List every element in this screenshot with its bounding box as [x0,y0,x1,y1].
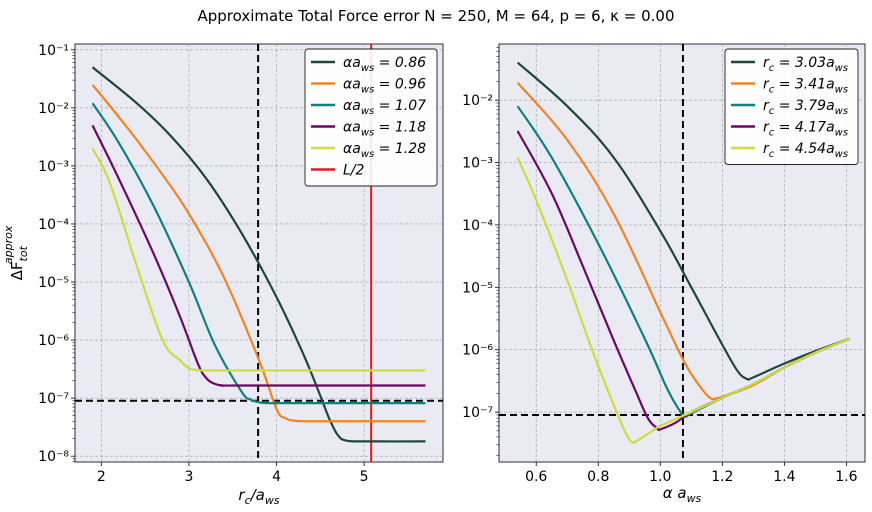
legend-label: αaws = 1.18 [343,120,426,139]
series-line-4 [91,124,426,387]
right-legend: rc = 3.03aws rc = 3.41aws rc = 3.79aws rc =… [724,48,859,165]
x-tick-label: 5 [360,469,369,485]
legend-label: rc = 4.17aws [763,120,848,139]
right-x-axis-label: α aws [663,484,702,505]
left-x-axis-ticks: 2 3 4 5 [97,462,369,485]
left-y-axis-label: ΔFtotapprox [2,225,30,280]
legend-label: rc = 3.03aws [763,55,848,74]
y-tick-label: 10⁻² [462,93,493,109]
y-tick-label: 10⁻⁶ [38,333,69,349]
right-series [516,61,850,444]
series-line-3 [91,102,426,405]
y-tick-label: 10⁻⁴ [462,218,493,234]
left-legend: αaws = 0.86 αaws = 0.96 αaws = 1.07 αaws = … [304,48,438,187]
legend-box [304,48,438,187]
x-tick-label: 2 [97,469,106,485]
x-tick-label: 1.2 [711,469,733,485]
legend-label: rc = 3.79aws [763,98,848,117]
series-line-1 [516,61,850,381]
series-line-5 [91,147,426,372]
legend-label: αaws = 0.86 [343,55,426,74]
x-tick-label: 0.6 [525,469,547,485]
x-tick-label: 3 [184,469,193,485]
legend-label: L/2 [343,163,365,179]
y-tick-label: 10⁻⁷ [462,405,493,421]
left-series [91,66,426,443]
x-tick-label: 1.4 [773,469,795,485]
y-tick-label: 10⁻³ [462,156,493,172]
legend-label: αaws = 0.96 [343,77,426,96]
figure-title: Approximate Total Force error N = 250, M… [197,7,674,25]
legend-label: rc = 3.41aws [763,77,848,96]
legend-box [724,48,859,165]
series-line-5 [516,157,850,444]
y-tick-label: 10⁻² [38,101,69,117]
y-tick-label: 10⁻⁵ [38,275,69,291]
y-tick-label: 10⁻⁵ [462,280,493,296]
svg-text:α aws: α aws [663,484,702,505]
y-tick-label: 10⁻⁶ [462,343,493,359]
legend-label: αaws = 1.28 [343,141,426,160]
series-line-2 [91,84,426,423]
svg-text:ΔFtotapprox: ΔFtotapprox [2,225,30,280]
y-tick-label: 10⁻¹ [38,43,69,59]
x-tick-label: 0.8 [587,469,609,485]
y-tick-label: 10⁻³ [38,159,69,175]
legend-label: rc = 4.54aws [763,141,848,160]
y-tick-label: 10⁻⁸ [38,449,69,465]
x-tick-label: 4 [272,469,281,485]
svg-text:rc/aws: rc/aws [238,486,279,507]
right-x-axis-ticks: 0.6 0.8 1.0 1.2 1.4 1.6 [525,462,858,485]
left-chart: 2 3 4 5 10⁻⁸ 10⁻⁷ 10⁻⁶ 10⁻⁵ 10⁻⁴ 10⁻³ 10⁻² 10⁻¹ αa… [2,43,444,507]
legend-label: αaws = 1.07 [343,98,426,117]
y-tick-label: 10⁻⁷ [38,391,69,407]
left-y-axis-ticks: 10⁻⁸ 10⁻⁷ 10⁻⁶ 10⁻⁵ 10⁻⁴ 10⁻³ 10⁻² 10⁻¹ [38,43,75,465]
right-chart: 0.6 0.8 1.0 1.2 1.4 1.6 10⁻⁷10⁻⁶10⁻⁵10⁻⁴10⁻³1… [462,43,866,505]
x-tick-label: 1.0 [649,469,671,485]
left-x-axis-label: rc/aws [238,486,279,507]
y-tick-label: 10⁻⁴ [38,217,69,233]
x-tick-label: 1.6 [835,469,857,485]
series-line-1 [91,66,426,443]
right-y-axis-ticks: 10⁻⁷ 10⁻⁶ 10⁻⁵ 10⁻⁴ 10⁻³ 10⁻² [462,47,499,456]
